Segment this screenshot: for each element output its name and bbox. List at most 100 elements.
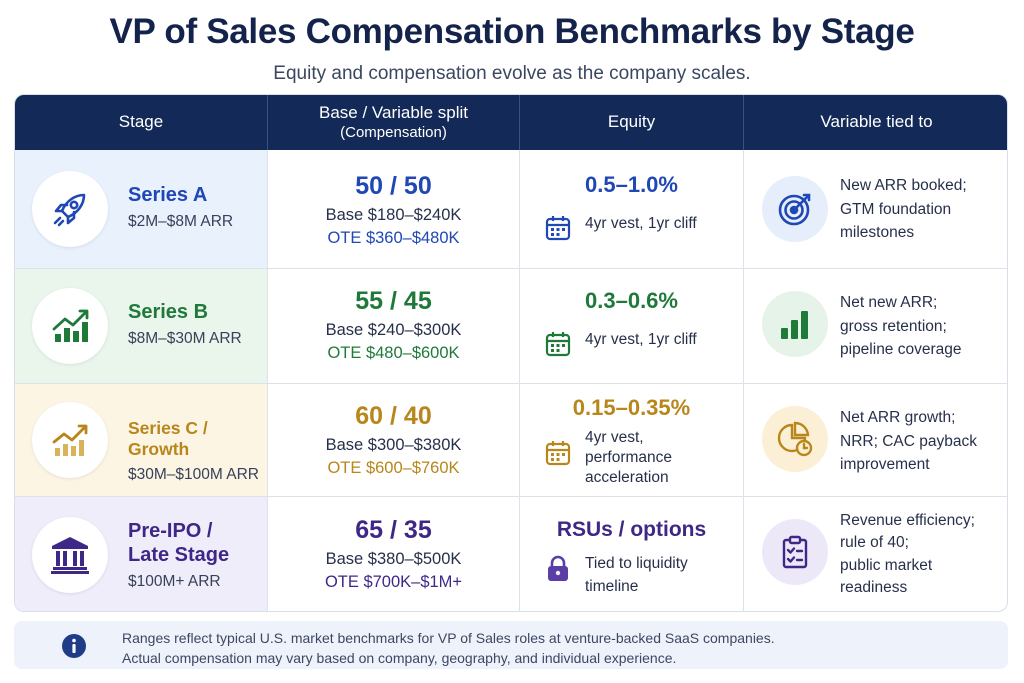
footer-line: Ranges reflect typical U.S. market bench…	[122, 630, 775, 646]
stage-arr: $2M–$8M ARR	[128, 213, 234, 230]
variable-cell: Net new ARR; gross retention; pipeline c…	[744, 269, 1007, 383]
compensation-cell: 60 / 40 Base $300–$380K OTE $600–$760K	[268, 384, 520, 496]
header-variable: Variable tied to	[744, 95, 1007, 150]
split-value: 50 / 50	[355, 172, 432, 200]
variable-line: New ARR booked;	[840, 177, 967, 194]
header-split-sublabel: (Compensation)	[340, 123, 447, 141]
variable-metrics: New ARR booked; GTM foundation milestone…	[840, 174, 967, 245]
base-range: Base $300–$380K	[325, 436, 462, 454]
variable-line: pipeline coverage	[840, 341, 962, 359]
header-equity-label: Equity	[607, 112, 656, 132]
variable-line: GTM foundation	[840, 200, 952, 218]
rocket-icon	[32, 171, 108, 247]
info-icon	[62, 634, 86, 658]
ote-range: OTE $600–$760K	[327, 459, 460, 477]
variable-line: rule of 40;	[840, 534, 909, 552]
equity-range: 0.3–0.6%	[585, 288, 678, 313]
variable-line: gross retention;	[840, 317, 947, 335]
stage-cell: Series A $2M–$8M ARR	[15, 150, 268, 268]
calendar-icon	[545, 441, 571, 466]
page-title: VP of Sales Compensation Benchmarks by S…	[109, 12, 915, 51]
split-value: 55 / 45	[355, 287, 432, 315]
variable-line: Revenue efficiency;	[840, 512, 975, 529]
equity-cell: 0.15–0.35% 4yr vest, performance acceler…	[520, 384, 744, 496]
bar-chart-icon	[762, 291, 828, 357]
target-icon	[762, 176, 828, 242]
ote-range: OTE $700K–$1M+	[324, 573, 463, 591]
vesting-line: acceleration	[585, 469, 669, 487]
base-range: Base $380–$500K	[325, 550, 462, 568]
variable-cell: Revenue efficiency; rule of 40; public m…	[744, 497, 1007, 611]
variable-metrics: Net new ARR; gross retention; pipeline c…	[840, 291, 962, 362]
stage-cell: Series C / Growth $30M–$100M ARR	[15, 384, 268, 496]
variable-cell: New ARR booked; GTM foundation milestone…	[744, 150, 1007, 268]
growth-chart-icon	[32, 288, 108, 364]
stage-name: Series C / Growth	[128, 418, 208, 459]
variable-line: improvement	[840, 456, 930, 474]
vesting-line: timeline	[585, 578, 639, 596]
header-split-label: Base / Variable split	[319, 103, 468, 123]
stage-arr: $8M–$30M ARR	[128, 330, 242, 347]
table-header: Stage Base / Variable split (Compensatio…	[15, 95, 1007, 150]
bank-icon	[32, 517, 108, 593]
variable-metrics: Net ARR growth; NRR; CAC payback improve…	[840, 406, 977, 477]
trend-chart-icon	[32, 402, 108, 478]
ote-range: OTE $360–$480K	[327, 229, 460, 247]
lock-icon	[548, 555, 568, 581]
pie-clock-icon	[762, 406, 828, 472]
vesting-terms: 4yr vest, 1yr cliff	[585, 331, 697, 348]
footer-text: Ranges reflect typical U.S. market bench…	[122, 628, 775, 669]
compensation-cell: 55 / 45 Base $240–$300K OTE $480–$600K	[268, 269, 520, 383]
variable-line: NRR; CAC payback	[840, 432, 977, 450]
page-subtitle: Equity and compensation evolve as the co…	[273, 63, 751, 84]
base-range: Base $180–$240K	[325, 206, 462, 224]
base-range: Base $240–$300K	[325, 321, 462, 339]
equity-range: RSUs / options	[556, 518, 707, 541]
split-value: 60 / 40	[355, 402, 432, 430]
stage-arr: $100M+ ARR	[128, 573, 221, 590]
compensation-cell: 65 / 35 Base $380–$500K OTE $700K–$1M+	[268, 497, 520, 611]
vesting-terms: 4yr vest, performance acceleration	[585, 428, 672, 488]
vesting-line: 4yr vest,	[585, 429, 644, 446]
table-row-series-a: Series A $2M–$8M ARR 50 / 50 Base $180–$…	[15, 150, 1007, 268]
stage-name: Series A	[128, 184, 208, 206]
stage-cell: Series B $8M–$30M ARR	[15, 269, 268, 383]
table-row-series-b: Series B $8M–$30M ARR 55 / 45 Base $240–…	[15, 268, 1007, 383]
equity-range: 0.5–1.0%	[585, 172, 678, 197]
equity-cell: RSUs / options Tied to liquidity timelin…	[520, 497, 744, 611]
equity-cell: 0.3–0.6% 4yr vest, 1yr cliff	[520, 269, 744, 383]
calendar-icon	[545, 332, 571, 357]
split-value: 65 / 35	[355, 516, 432, 544]
header-stage-label: Stage	[118, 112, 164, 132]
variable-line: public market	[840, 556, 933, 574]
header-split: Base / Variable split (Compensation)	[268, 95, 520, 150]
stage-cell: Pre-IPO / Late Stage $100M+ ARR	[15, 497, 268, 611]
variable-line: Net new ARR;	[840, 294, 938, 311]
vesting-terms: Tied to liquidity timeline	[585, 552, 688, 599]
calendar-icon	[545, 216, 571, 241]
ote-range: OTE $480–$600K	[327, 344, 460, 362]
variable-metrics: Revenue efficiency; rule of 40; public m…	[840, 510, 975, 600]
variable-cell: Net ARR growth; NRR; CAC payback improve…	[744, 384, 1007, 496]
compensation-cell: 50 / 50 Base $180–$240K OTE $360–$480K	[268, 150, 520, 268]
vesting-terms: 4yr vest, 1yr cliff	[585, 215, 697, 232]
variable-line: readiness	[840, 579, 908, 597]
table-row-pre-ipo: Pre-IPO / Late Stage $100M+ ARR 65 / 35 …	[15, 496, 1007, 611]
header-equity: Equity	[520, 95, 744, 150]
vesting-line: performance	[585, 449, 673, 467]
equity-range: 0.15–0.35%	[572, 395, 691, 420]
variable-line: Net ARR growth;	[840, 409, 956, 426]
stage-name: Pre-IPO / Late Stage	[128, 519, 238, 567]
stage-name-text: Pre-IPO / Late Stage	[128, 520, 230, 566]
clipboard-icon	[762, 519, 828, 585]
variable-line: milestones	[840, 224, 915, 242]
table-row-series-c: Series C / Growth $30M–$100M ARR 60 / 40…	[15, 383, 1007, 496]
vesting-line: Tied to liquidity	[585, 555, 688, 572]
equity-cell: 0.5–1.0% 4yr vest, 1yr cliff	[520, 150, 744, 268]
stage-name: Series B	[128, 301, 209, 323]
header-variable-label: Variable tied to	[820, 112, 933, 132]
stage-arr: $30M–$100M ARR	[128, 466, 259, 483]
footer-line: Actual compensation may vary based on co…	[122, 650, 677, 667]
footer-note: Ranges reflect typical U.S. market bench…	[14, 621, 1008, 669]
header-stage: Stage	[15, 95, 268, 150]
